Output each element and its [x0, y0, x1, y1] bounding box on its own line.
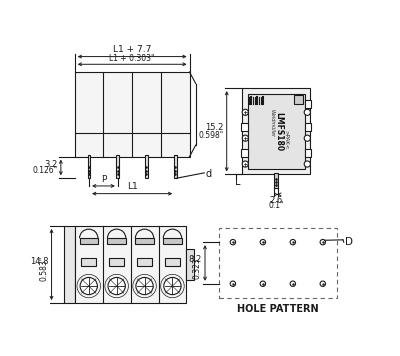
Text: L1 + 7.7: L1 + 7.7 [113, 44, 151, 53]
Circle shape [136, 277, 153, 295]
Text: 3.2: 3.2 [44, 160, 58, 169]
Bar [75, 226, 186, 303]
Text: 8.2: 8.2 [189, 255, 202, 265]
Text: HOLE PATTERN: HOLE PATTERN [237, 304, 319, 314]
Text: 0.598": 0.598" [198, 131, 224, 140]
Text: 0.1": 0.1" [268, 201, 284, 210]
Circle shape [230, 240, 236, 245]
Circle shape [164, 277, 181, 295]
Circle shape [260, 240, 266, 245]
Bar [186, 249, 194, 280]
Bar [294, 95, 304, 104]
Text: L: L [235, 178, 241, 188]
Circle shape [242, 135, 248, 141]
Bar [88, 155, 90, 178]
Text: >PAK<: >PAK< [283, 130, 288, 150]
Text: P: P [101, 175, 106, 184]
Bar [305, 100, 311, 108]
Text: D: D [344, 237, 352, 247]
Text: 15.2: 15.2 [205, 123, 224, 132]
Circle shape [320, 240, 326, 245]
Text: L1 + 0.303": L1 + 0.303" [110, 54, 155, 63]
Text: Weidmüller: Weidmüller [269, 109, 274, 137]
Bar [108, 238, 126, 244]
Text: d: d [205, 169, 211, 179]
Bar [64, 226, 75, 303]
Bar [242, 88, 310, 174]
Bar [137, 257, 152, 266]
Text: LMFS180: LMFS180 [274, 112, 283, 151]
Text: 0.323": 0.323" [193, 254, 202, 279]
Text: 2.6: 2.6 [270, 196, 283, 205]
Bar [305, 123, 311, 131]
Bar [248, 94, 305, 169]
Bar [219, 228, 337, 298]
Circle shape [260, 281, 266, 287]
Circle shape [242, 161, 248, 167]
Circle shape [108, 277, 125, 295]
Bar [145, 155, 148, 178]
Bar [305, 149, 311, 157]
Text: 0.583": 0.583" [40, 256, 48, 281]
Bar [274, 173, 278, 188]
Circle shape [304, 161, 310, 167]
Circle shape [230, 281, 236, 287]
Bar [75, 72, 190, 157]
Bar [242, 149, 248, 157]
Circle shape [80, 277, 97, 295]
Circle shape [242, 109, 248, 115]
Bar [109, 257, 124, 266]
Bar [165, 257, 180, 266]
Circle shape [290, 281, 296, 287]
Circle shape [290, 240, 296, 245]
Bar [242, 123, 248, 131]
Bar [80, 238, 98, 244]
Text: 14.8: 14.8 [30, 257, 48, 266]
Text: 0.126": 0.126" [33, 166, 58, 175]
Bar [81, 257, 96, 266]
Circle shape [304, 135, 310, 141]
Bar [163, 238, 182, 244]
Bar [116, 155, 119, 178]
Circle shape [304, 109, 310, 115]
Text: L1: L1 [127, 182, 138, 191]
Bar [174, 155, 176, 178]
Bar [135, 238, 154, 244]
Circle shape [320, 281, 326, 287]
